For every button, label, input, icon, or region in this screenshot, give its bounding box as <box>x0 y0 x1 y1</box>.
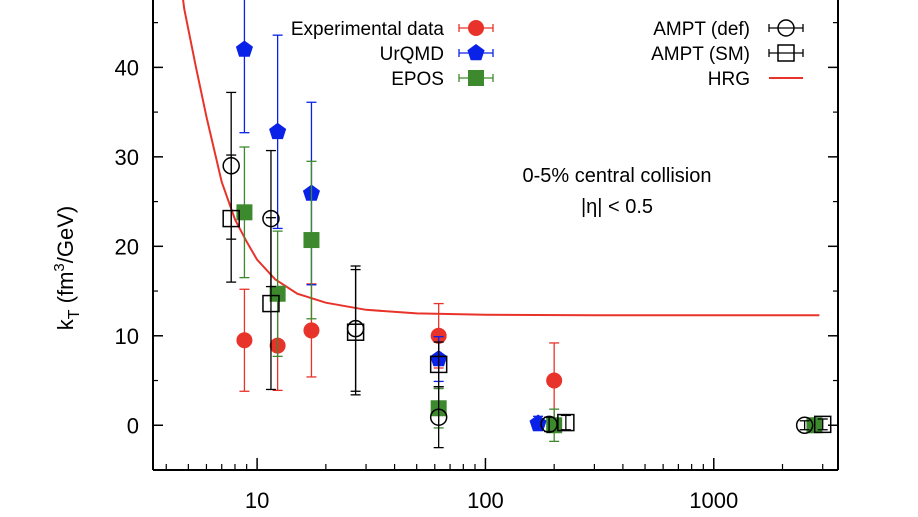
experimental-data-point <box>430 327 447 344</box>
epos-point <box>236 204 253 221</box>
legend-label-urqmd: UrQMD <box>380 44 444 65</box>
ampt-sm-point <box>813 415 832 434</box>
experimental-data-point <box>546 372 563 389</box>
x-tick-label: 10 <box>245 488 269 513</box>
legend-marker-experimental-data <box>468 20 484 36</box>
ampt-def-point <box>540 415 558 434</box>
y-tick-label: 40 <box>115 55 139 80</box>
plot-frame-group: 01020304050101001000 <box>115 0 839 513</box>
y-axis-title-sup: 3 <box>51 263 68 271</box>
ampt-sm-point <box>557 413 575 432</box>
legend-marker-ampt-def <box>777 19 795 37</box>
legend-label-hrg: HRG <box>708 69 750 90</box>
epos-series <box>236 146 823 443</box>
experimental-data-series <box>236 283 563 419</box>
ampt-sm-point <box>222 209 240 228</box>
experimental-data-point <box>303 322 320 339</box>
annotation-line-1: 0-5% central collision <box>523 165 712 187</box>
legend-marker-ampt-sm <box>777 44 795 62</box>
legend-marker-urqmd <box>467 44 485 61</box>
epos-point <box>269 285 286 302</box>
urqmd-point <box>529 414 547 431</box>
plot-area <box>182 0 832 449</box>
hrg-curve <box>182 0 820 317</box>
experimental-data-point <box>236 332 253 349</box>
legend-label-ampt-sm: AMPT (SM) <box>651 44 750 65</box>
data-group <box>182 0 832 449</box>
x-tick-label: 100 <box>467 488 504 513</box>
annotation-line-2: |η| < 0.5 <box>581 196 653 218</box>
urqmd-point <box>235 40 253 57</box>
legend-label-epos: EPOS <box>391 69 444 90</box>
legend-label-experimental-data: Experimental data <box>291 19 445 40</box>
y-axis-title-unit-pre: (fm <box>53 272 78 310</box>
ampt-def-point <box>795 416 814 435</box>
ampt-sm-point <box>346 323 365 341</box>
ampt-def-point <box>429 408 448 426</box>
legend-marker-epos <box>468 70 484 86</box>
epos-point <box>303 232 320 249</box>
legend-label-ampt-def: AMPT (def) <box>653 19 750 40</box>
y-tick-label: 30 <box>115 145 139 170</box>
y-axis-title-unit-post: /GeV) <box>53 206 78 263</box>
y-axis-title-main: k <box>53 318 78 330</box>
ampt-sm-series <box>222 154 832 434</box>
y-tick-label: 0 <box>127 413 139 438</box>
ampt-sm-point <box>262 294 280 313</box>
x-tick-label: 1000 <box>689 488 738 513</box>
ampt-sm-point <box>429 355 448 374</box>
legend: Experimental data UrQMD EPOS AMPT (def) AMPT… <box>291 19 804 90</box>
y-tick-label: 10 <box>115 324 139 349</box>
y-tick-label: 20 <box>115 234 139 259</box>
y-axis-title-sub: T <box>66 309 83 319</box>
y-axis-title: kT (fm3/GeV) <box>51 206 83 330</box>
urqmd-point <box>269 122 287 140</box>
